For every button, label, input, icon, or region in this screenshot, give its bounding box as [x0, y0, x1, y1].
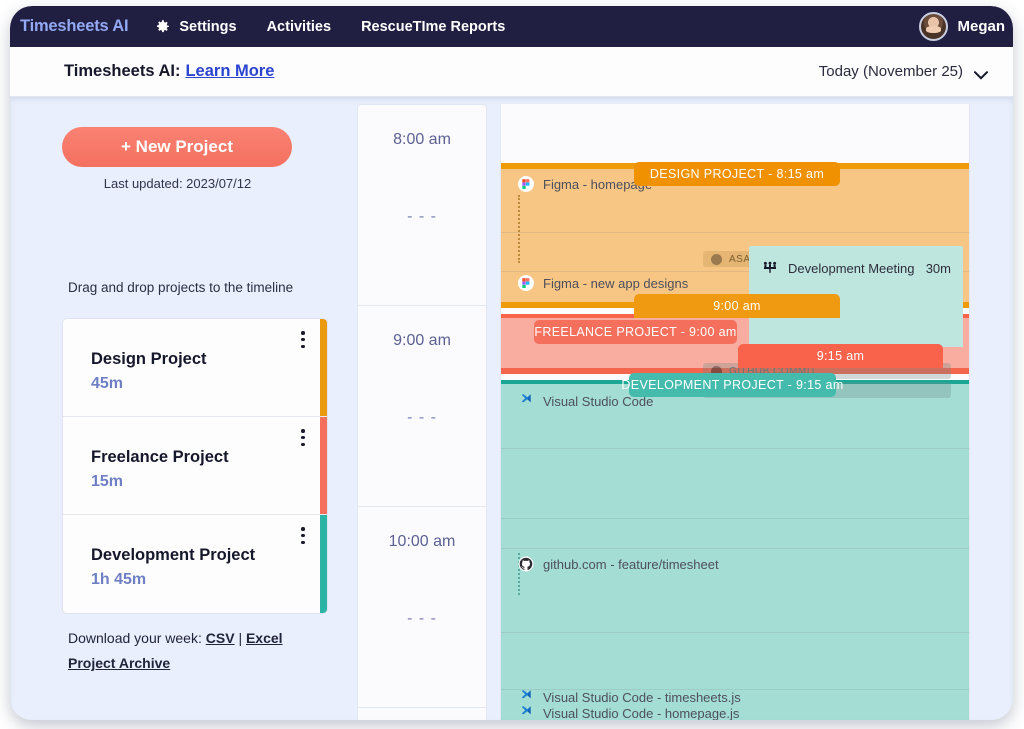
- nav-item-settings-label: Settings: [179, 18, 237, 35]
- nav-item-settings[interactable]: Settings: [154, 18, 237, 35]
- chevron-down-icon: [974, 67, 988, 80]
- user-name: Megan: [957, 18, 1005, 35]
- project-duration: 15m: [91, 473, 124, 490]
- time-label: 9:00 am: [393, 332, 451, 349]
- figma-icon: [518, 275, 534, 291]
- download-row: Download your week: CSV | Excel: [68, 630, 283, 646]
- timeline[interactable]: Figma - homepage Figma - new app: [500, 104, 970, 720]
- vscode-icon: [518, 393, 534, 409]
- time-label: 10:00 am: [388, 533, 456, 550]
- top-navbar: Timesheets AI Settings Activities Rescue…: [10, 6, 1013, 47]
- date-picker[interactable]: Today (November 25): [819, 63, 988, 80]
- date-picker-label: Today (November 25): [818, 63, 963, 80]
- meeting-title: Development Meeting: [788, 260, 915, 276]
- right-empty-pane: [970, 97, 1013, 720]
- drag-drop-hint: Drag and drop projects to the timeline: [68, 280, 294, 295]
- activity-thread-line: [518, 553, 520, 595]
- project-menu-icon[interactable]: [301, 331, 305, 349]
- time-slot: 10:00 am - - -: [358, 507, 486, 708]
- time-slot: 9:00 am - - -: [358, 306, 486, 507]
- time-dash: - - -: [407, 409, 437, 426]
- project-name: Development Project: [91, 546, 256, 564]
- pill-design-project[interactable]: DESIGN PROJECT - 8:15 am: [634, 162, 840, 186]
- learn-more-link[interactable]: Learn More: [185, 62, 275, 80]
- pill-time-915am[interactable]: 9:15 am: [738, 344, 943, 368]
- activity-label: Visual Studio Code - homepage.js: [543, 705, 740, 721]
- activity-label: Figma - new app designs: [543, 275, 689, 291]
- activity-label: Visual Studio Code: [543, 393, 654, 409]
- github-icon: [518, 556, 534, 572]
- new-project-button[interactable]: + New Project: [62, 127, 292, 167]
- user-menu[interactable]: Megan: [919, 12, 1005, 41]
- figma-icon: [518, 176, 534, 192]
- nav-item-activities[interactable]: Activities: [267, 19, 331, 35]
- asana-icon: [711, 253, 722, 265]
- project-color-bar: [320, 515, 327, 613]
- app-window: Timesheets AI Settings Activities Rescue…: [10, 6, 1013, 720]
- vscode-icon: [518, 689, 534, 705]
- pill-development-project[interactable]: DEVELOPMENT PROJECT - 9:15 am: [621, 373, 843, 397]
- meeting-icon: [762, 260, 778, 276]
- page-title: Timesheets AI: Learn More: [64, 62, 274, 81]
- main-content: + New Project Last updated: 2023/07/12 D…: [10, 97, 1013, 720]
- project-menu-icon[interactable]: [301, 429, 305, 447]
- status-badge-label: GITHUB COMMIT: [729, 365, 817, 377]
- time-dash: - - -: [407, 610, 437, 627]
- nav-item-activities-label: Activities: [266, 18, 332, 35]
- download-excel-link[interactable]: Excel: [245, 630, 283, 646]
- page-title-text: Timesheets AI:: [64, 62, 181, 80]
- project-menu-icon[interactable]: [301, 527, 305, 545]
- download-csv-link[interactable]: CSV: [205, 630, 235, 646]
- list-item[interactable]: Design Project 45m: [63, 319, 327, 417]
- project-name: Design Project: [91, 350, 207, 368]
- activity-vscode-timesheets-js[interactable]: Visual Studio Code - timesheets.js: [518, 689, 741, 705]
- project-color-bar: [320, 319, 327, 416]
- avatar[interactable]: [919, 12, 949, 41]
- time-slot: 8:00 am - - -: [358, 105, 486, 306]
- pill-time-9am[interactable]: 9:00 am: [634, 294, 840, 318]
- download-separator: |: [238, 630, 243, 646]
- timeline-block-development-project[interactable]: Visual Studio Code github.com - feature/…: [501, 380, 969, 720]
- time-dash: - - -: [407, 208, 437, 225]
- activity-label: github.com - feature/timesheet: [543, 556, 719, 572]
- gear-icon: [154, 18, 171, 35]
- project-color-bar: [320, 417, 327, 514]
- sub-header: Timesheets AI: Learn More Today (November…: [10, 47, 1013, 97]
- activity-github-branch[interactable]: github.com - feature/timesheet: [518, 556, 719, 572]
- pill-freelance-project[interactable]: FREELANCE PROJECT - 9:00 am: [534, 320, 737, 344]
- project-duration: 45m: [91, 375, 124, 392]
- time-gutter: 8:00 am - - - 9:00 am - - - 10:00 am - -…: [357, 104, 487, 720]
- time-label: 8:00 am: [393, 131, 451, 148]
- activity-figma-new-app-designs[interactable]: Figma - new app designs: [518, 275, 688, 291]
- activity-vscode-homepage-js[interactable]: Visual Studio Code - homepage.js: [518, 705, 739, 720]
- sidebar: + New Project Last updated: 2023/07/12 D…: [10, 97, 357, 720]
- download-label: Download your week:: [68, 630, 202, 646]
- activity-figma-homepage[interactable]: Figma - homepage: [518, 176, 652, 192]
- project-list: Design Project 45m Freelance Project 15m…: [62, 318, 328, 614]
- list-item[interactable]: Development Project 1h 45m: [63, 515, 327, 613]
- project-name: Freelance Project: [91, 448, 229, 466]
- list-item[interactable]: Freelance Project 15m: [63, 417, 327, 515]
- activity-label: Visual Studio Code - timesheets.js: [543, 689, 741, 705]
- nav-item-rescuetime-label: RescueTIme Reports: [361, 18, 506, 35]
- project-archive-link[interactable]: Project Archive: [68, 655, 171, 671]
- meeting-duration: 30m: [925, 260, 951, 276]
- last-updated-text: Last updated: 2023/07/12: [103, 176, 252, 191]
- nav-item-rescuetime-reports[interactable]: RescueTIme Reports: [361, 19, 505, 35]
- activity-vscode[interactable]: Visual Studio Code: [518, 393, 653, 409]
- vscode-icon: [518, 705, 534, 720]
- project-duration: 1h 45m: [91, 571, 147, 588]
- app-logo[interactable]: Timesheets AI: [20, 17, 129, 35]
- activity-label: Figma - homepage: [543, 176, 653, 192]
- github-icon: [711, 365, 722, 377]
- activity-thread-line: [518, 195, 520, 263]
